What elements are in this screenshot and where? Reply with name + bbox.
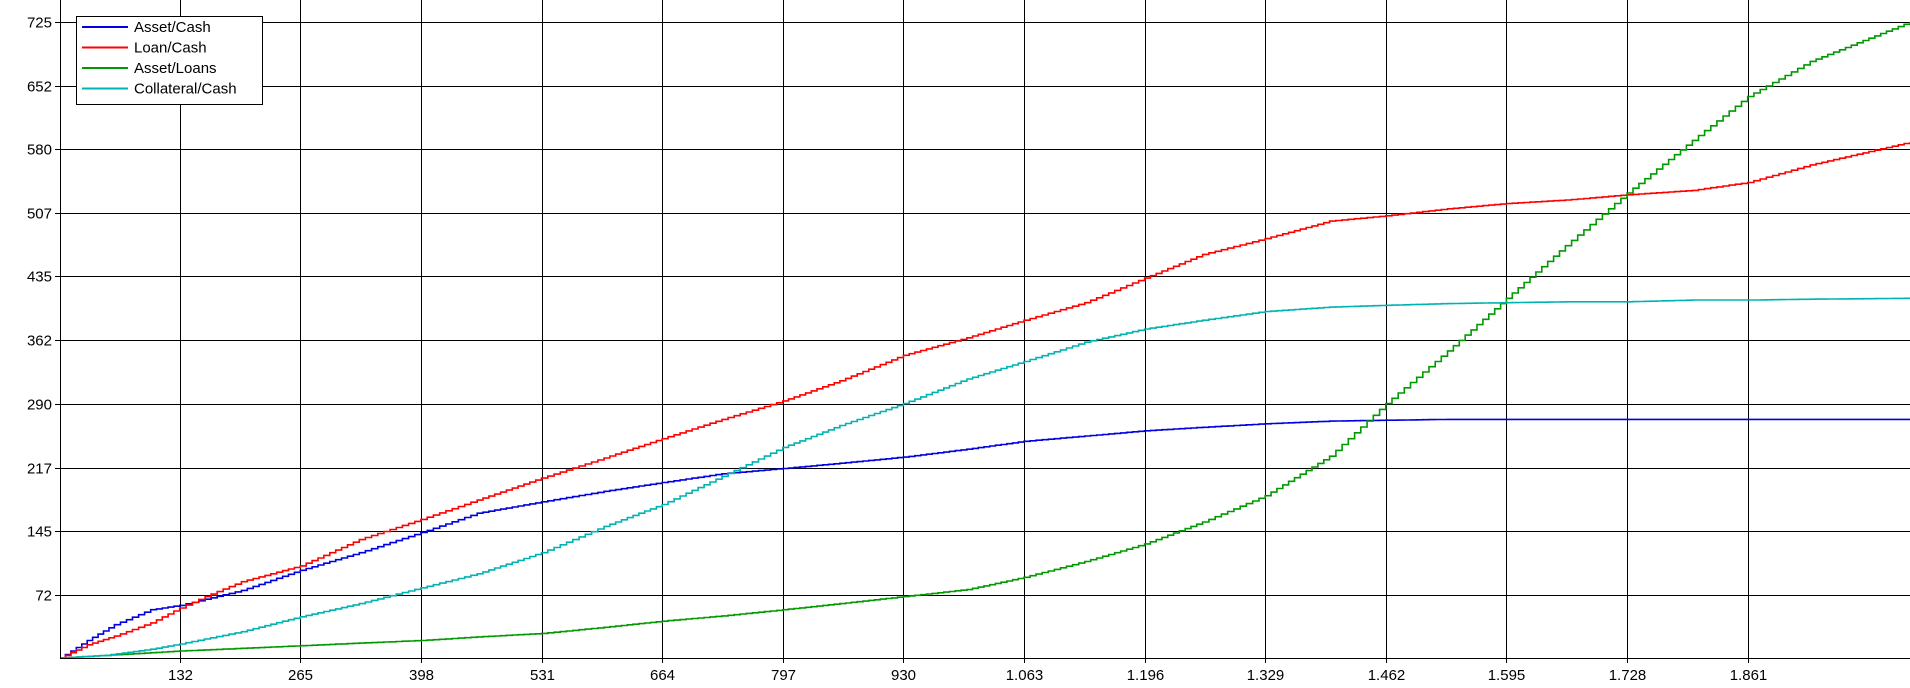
x-tick-label: 1.728 xyxy=(1609,667,1647,684)
x-tick-label: 398 xyxy=(409,667,434,684)
x-tick-label: 1.462 xyxy=(1368,667,1406,684)
x-tick-label: 1.196 xyxy=(1127,667,1165,684)
y-tick-label: 72 xyxy=(35,588,52,605)
legend-label: Collateral/Cash xyxy=(134,81,237,98)
series-line-asset-loans xyxy=(60,21,1910,659)
y-tick-label: 290 xyxy=(27,397,52,414)
x-tick-label: 1.595 xyxy=(1488,667,1526,684)
y-tick-label: 725 xyxy=(27,15,52,32)
legend-label: Loan/Cash xyxy=(134,40,207,57)
grid xyxy=(60,0,1910,658)
series-line-loan-cash xyxy=(60,142,1910,659)
legend: Asset/Cash Loan/Cash Asset/Loans Collateral… xyxy=(76,16,263,105)
legend-label: Asset/Cash xyxy=(134,19,211,36)
x-tick-label: 531 xyxy=(530,667,555,684)
legend-box xyxy=(76,16,263,105)
series-lines xyxy=(60,21,1910,659)
x-tick-label: 1.063 xyxy=(1006,667,1044,684)
y-tick-label: 652 xyxy=(27,79,52,96)
x-tick-label: 132 xyxy=(168,667,193,684)
y-tick-label: 580 xyxy=(27,142,52,159)
x-tick-label: 664 xyxy=(650,667,675,684)
series-line-asset-cash xyxy=(60,418,1910,659)
axes: 132 265 398 531 664 797 930 1.063 1.196 1.329 1.46… xyxy=(27,0,1910,684)
y-tick-label: 145 xyxy=(27,524,52,541)
series-line-collateral-cash xyxy=(60,297,1910,659)
x-tick-label: 797 xyxy=(771,667,796,684)
x-tick-label: 1.861 xyxy=(1730,667,1768,684)
x-tick-label: 1.329 xyxy=(1247,667,1285,684)
y-tick-label: 507 xyxy=(27,206,52,223)
y-tick-label: 435 xyxy=(27,269,52,286)
x-tick-label: 930 xyxy=(891,667,916,684)
x-tick-label: 265 xyxy=(288,667,313,684)
legend-label: Asset/Loans xyxy=(134,60,217,77)
y-tick-label: 217 xyxy=(27,461,52,478)
y-tick-label: 362 xyxy=(27,333,52,350)
